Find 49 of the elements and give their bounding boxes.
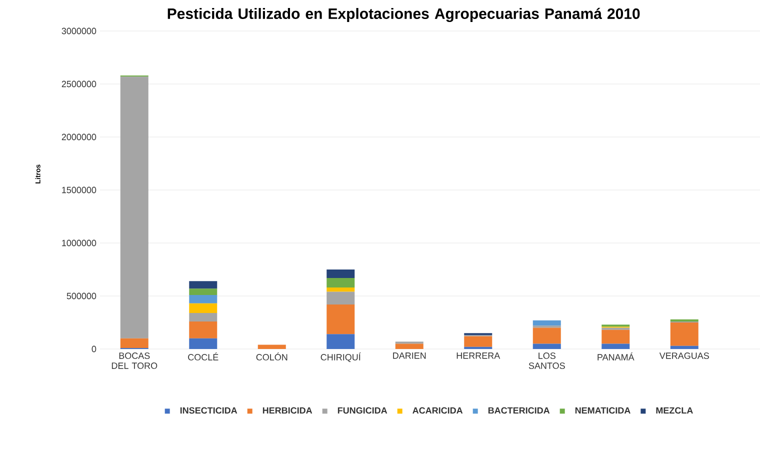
x-tick-label: COCLÉ xyxy=(188,352,218,360)
legend-label: INSECTICIDA xyxy=(180,407,238,414)
bar xyxy=(189,294,218,304)
x-tick-label: HERRERA xyxy=(456,352,500,359)
legend-label: FUNGICIDA xyxy=(338,407,388,414)
bar xyxy=(189,288,218,295)
bar xyxy=(670,346,698,349)
bar xyxy=(326,270,355,278)
bar xyxy=(189,281,218,289)
bar xyxy=(326,304,355,334)
bar xyxy=(464,336,492,347)
bar xyxy=(532,328,561,344)
legend-label: MEZCLA xyxy=(656,407,693,414)
bar xyxy=(395,344,424,349)
legend-label: HERBICIDA xyxy=(262,407,312,414)
bar xyxy=(189,312,218,322)
legend-label: NEMATICIDA xyxy=(575,407,630,414)
bar xyxy=(189,303,218,313)
y-tick-label: 2500000 xyxy=(62,80,96,88)
y-tick-label: 0 xyxy=(92,346,96,352)
x-tick-label: PANAMÁ xyxy=(598,352,634,360)
bar xyxy=(602,330,630,344)
bar xyxy=(189,321,218,338)
x-tick-label: VERAGUAS xyxy=(659,352,709,359)
y-tick-label: 1500000 xyxy=(62,186,96,194)
y-tick-label: 1000000 xyxy=(62,240,96,246)
bar xyxy=(258,344,286,349)
bar xyxy=(532,344,561,349)
bar xyxy=(326,288,355,292)
legend-label: ACARICIDA xyxy=(412,407,463,414)
chart-title: Pesticida Utilizado en Explotaciones Agropecuarias Panamá 2010 xyxy=(168,8,640,22)
x-tick-label: CHIRIQUÍ xyxy=(320,352,361,362)
bar xyxy=(326,292,355,304)
bar xyxy=(120,338,148,348)
bar xyxy=(326,334,355,349)
bar xyxy=(120,76,148,338)
y-tick-label: 500000 xyxy=(66,292,96,300)
y-tick-label: 3000000 xyxy=(62,28,96,34)
bar xyxy=(189,338,218,349)
x-tick-label: LOS SANTOS xyxy=(528,352,565,369)
x-tick-label: DARIEN xyxy=(393,352,426,359)
bar xyxy=(532,320,561,326)
bar xyxy=(602,344,630,349)
legend-label: BACTERICIDA xyxy=(488,407,550,414)
x-tick-label: BOCAS DEL TORO xyxy=(112,352,158,369)
bar xyxy=(326,278,355,288)
x-tick-label: COLÓN xyxy=(256,352,288,360)
bar xyxy=(670,322,698,346)
y-tick-label: 2000000 xyxy=(62,134,96,140)
